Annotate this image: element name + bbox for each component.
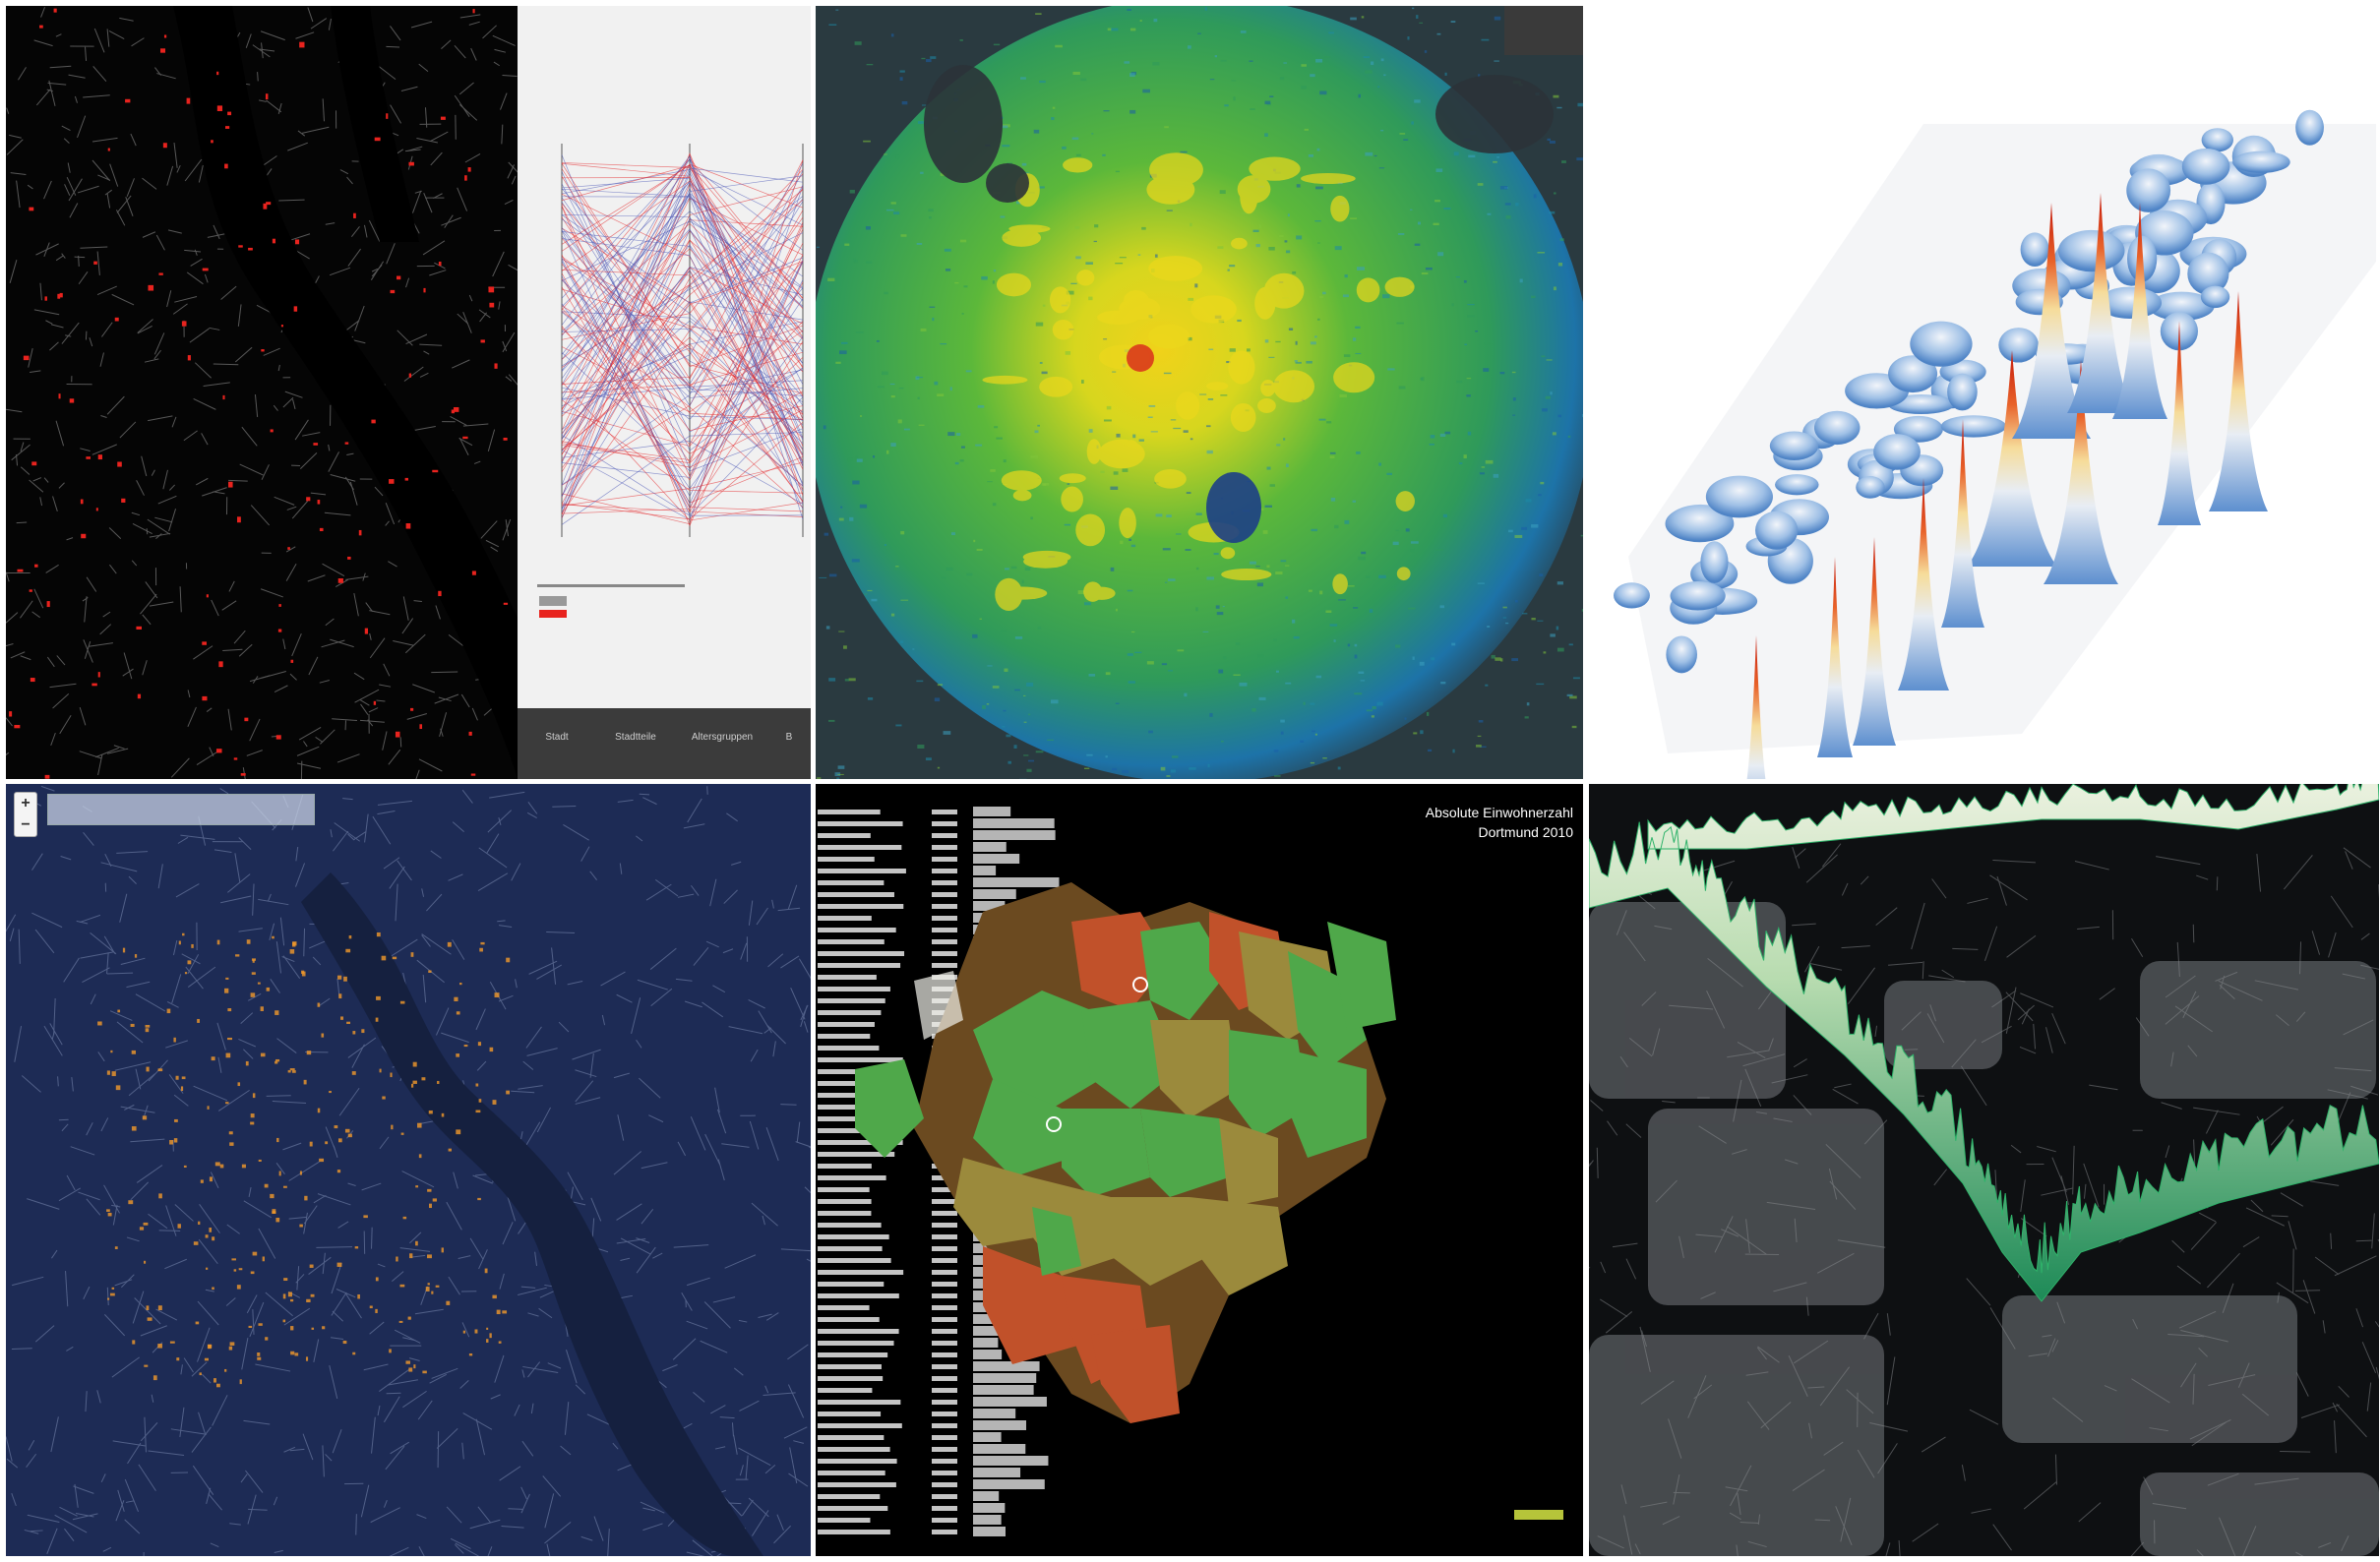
- panel-3d-density-peaks: [1589, 6, 2379, 779]
- river-shape: [173, 6, 577, 779]
- map-title-line1: Absolute Einwohnerzahl: [1426, 805, 1573, 820]
- tab-bar: [518, 708, 811, 779]
- parallel-coordinates-pane: Stadt Stadtteile Altersgruppen B: [518, 6, 811, 779]
- panel-city-density-heatmap: [816, 6, 1583, 779]
- scale-bar: [1514, 1510, 1563, 1520]
- route-elevation-profile: [1589, 784, 2379, 1302]
- density-heatmap: [816, 6, 1583, 779]
- panel-street-activity-map: + −: [6, 784, 811, 1556]
- tab-altersgruppen[interactable]: Altersgruppen: [691, 732, 754, 743]
- tab-stadt[interactable]: Stadt: [545, 732, 569, 743]
- 3d-peaks-surface: [1589, 6, 2379, 779]
- 3d-route-profile-map: [1589, 784, 2379, 1556]
- map-search-input[interactable]: [47, 794, 315, 825]
- density-peak: [1127, 344, 1154, 372]
- activity-street-map: [6, 784, 811, 1556]
- parallel-coordinates-chart: [518, 6, 811, 779]
- location-markers: [1046, 977, 1148, 1132]
- 3d-district-map: Absolute Einwohnerzahl Dortmund 2010: [816, 784, 1583, 1556]
- parallel-coordinates-tabs: Stadt Stadtteile Altersgruppen B: [518, 732, 811, 743]
- tab-stadtteile[interactable]: Stadtteile: [615, 732, 656, 743]
- zoom-control: + −: [14, 792, 37, 837]
- tab-more[interactable]: B: [785, 732, 793, 743]
- panel-street-map-parallel-coordinates: Stadt Stadtteile Altersgruppen B: [6, 6, 811, 779]
- zoom-in-button[interactable]: +: [21, 795, 31, 811]
- district-polygons: [855, 882, 1396, 1423]
- zoom-out-button[interactable]: −: [21, 816, 31, 833]
- map-title-line2: Dortmund 2010: [1478, 824, 1573, 840]
- panel-dortmund-3d-districts: Absolute Einwohnerzahl Dortmund 2010: [816, 784, 1583, 1556]
- river-shape: [301, 872, 763, 1556]
- panel-3d-route-profile: [1589, 784, 2379, 1556]
